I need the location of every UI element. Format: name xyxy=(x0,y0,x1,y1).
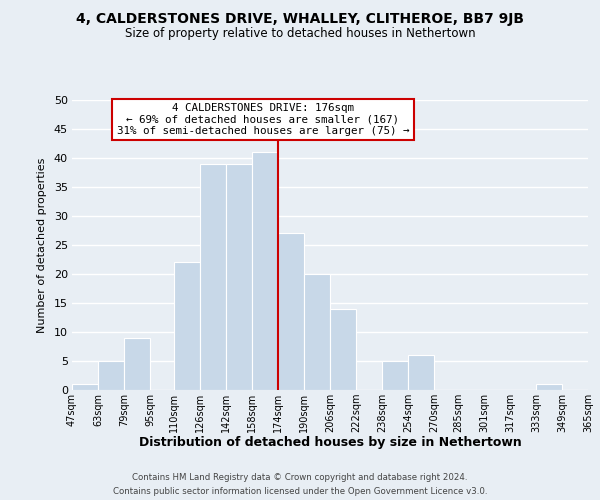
Bar xyxy=(382,361,408,390)
Bar xyxy=(72,384,98,390)
Bar xyxy=(226,164,252,390)
Text: 4 CALDERSTONES DRIVE: 176sqm
← 69% of detached houses are smaller (167)
31% of s: 4 CALDERSTONES DRIVE: 176sqm ← 69% of de… xyxy=(116,103,409,136)
Y-axis label: Number of detached properties: Number of detached properties xyxy=(37,158,47,332)
Bar xyxy=(98,361,124,390)
Text: Size of property relative to detached houses in Nethertown: Size of property relative to detached ho… xyxy=(125,28,475,40)
Bar xyxy=(536,384,562,390)
Text: Contains public sector information licensed under the Open Government Licence v3: Contains public sector information licen… xyxy=(113,486,487,496)
Bar xyxy=(330,309,356,390)
Bar xyxy=(408,355,434,390)
Bar xyxy=(124,338,150,390)
Bar xyxy=(278,234,304,390)
Bar xyxy=(200,164,226,390)
Bar xyxy=(304,274,330,390)
Bar xyxy=(252,152,278,390)
Text: Contains HM Land Registry data © Crown copyright and database right 2024.: Contains HM Land Registry data © Crown c… xyxy=(132,473,468,482)
Text: 4, CALDERSTONES DRIVE, WHALLEY, CLITHEROE, BB7 9JB: 4, CALDERSTONES DRIVE, WHALLEY, CLITHERO… xyxy=(76,12,524,26)
Text: Distribution of detached houses by size in Nethertown: Distribution of detached houses by size … xyxy=(139,436,521,449)
Bar xyxy=(174,262,200,390)
